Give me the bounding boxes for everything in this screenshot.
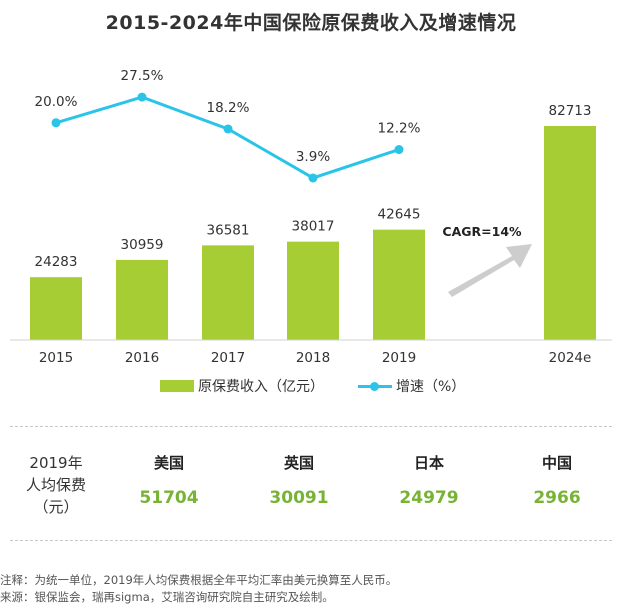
country-china: 中国 — [541, 454, 572, 472]
bar-value-label-2017: 36581 — [207, 222, 250, 238]
bar-2019 — [373, 229, 425, 340]
growth-point-2017 — [223, 124, 233, 134]
legend-item-line: 增速（%） — [358, 376, 465, 396]
bar-2024e — [544, 126, 596, 340]
cagr-arrow: CAGR=14% — [442, 224, 532, 297]
growth-label-2016: 27.5% — [121, 68, 164, 84]
x-tick-label-2019: 2019 — [382, 350, 416, 366]
bar-value-label-2015: 24283 — [35, 254, 78, 270]
notes: 注释：为统一单位，2019年人均保费根据全年平均汇率由美元换算至人民币。 来源：… — [0, 572, 397, 606]
growth-label-2015: 20.0% — [35, 94, 78, 110]
value-uk: 30091 — [269, 488, 329, 508]
x-tick-label-2015: 2015 — [39, 350, 73, 366]
bar-2017 — [202, 245, 254, 340]
x-tick-label-2018: 2018 — [296, 350, 330, 366]
growth-label-2017: 18.2% — [207, 100, 250, 116]
bar-2015 — [30, 277, 82, 340]
country-japan: 日本 — [413, 454, 444, 472]
bar-value-label-2016: 30959 — [121, 237, 164, 253]
note-line: 来源：银保监会，瑞再sigma，艾瑞咨询研究院自主研究及绘制。 — [0, 590, 334, 604]
bars-layer: 24283 30959 36581 38017 42645 82713 — [30, 103, 596, 340]
value-china: 2966 — [533, 488, 581, 508]
legend-item-bar: 原保费收入（亿元） — [160, 376, 324, 396]
x-tick-label-2024e: 2024e — [549, 350, 592, 366]
legend: 原保费收入（亿元） 增速（%） — [160, 376, 499, 396]
growth-label-2019: 12.2% — [378, 121, 421, 137]
growth-point-2018 — [308, 173, 318, 183]
bar-value-label-2018: 38017 — [292, 219, 335, 235]
table-bottom-divider — [10, 540, 612, 541]
table-row-label: 2019年 人均保费 （元） — [12, 452, 100, 518]
bar-value-label-2024e: 82713 — [549, 103, 592, 119]
bar-2016 — [116, 259, 168, 340]
value-japan: 24979 — [399, 488, 459, 508]
cagr-arrow-shape — [448, 244, 532, 297]
line-layer: 20.0% 27.5% 18.2% 3.9% 12.2% — [35, 68, 421, 183]
value-usa: 51704 — [139, 488, 199, 508]
growth-point-2019 — [394, 145, 404, 155]
chart-svg: 24283 30959 36581 38017 42645 82713 20.0% 27.5… — [10, 68, 612, 366]
legend-line-label: 增速（%） — [396, 379, 466, 395]
country-uk: 英国 — [283, 454, 314, 472]
bar-value-label-2019: 42645 — [378, 207, 421, 223]
table-row-label-line: 2019年 — [29, 454, 83, 472]
legend-line-swatch — [358, 380, 392, 392]
growth-point-2015 — [51, 118, 61, 128]
x-tick-labels: 2015 2016 2017 2018 2019 2024e — [39, 350, 592, 366]
table-row-label-line: 人均保费 — [25, 476, 86, 494]
chart-title: 2015-2024年中国保险原保费收入及增速情况 — [105, 12, 517, 34]
table-row-label-line: （元） — [33, 498, 79, 516]
note-line: 注释：为统一单位，2019年人均保费根据全年平均汇率由美元换算至人民币。 — [0, 573, 398, 587]
cagr-label: CAGR=14% — [442, 224, 522, 239]
growth-point-2016 — [137, 92, 147, 102]
legend-bar-swatch — [160, 380, 194, 392]
x-tick-label-2016: 2016 — [125, 350, 159, 366]
country-usa: 美国 — [153, 454, 184, 472]
x-tick-label-2017: 2017 — [211, 350, 245, 366]
legend-bar-label: 原保费收入（亿元） — [198, 379, 324, 395]
bar-2018 — [287, 241, 339, 340]
growth-label-2018: 3.9% — [296, 149, 330, 165]
table-top-divider — [10, 426, 612, 427]
